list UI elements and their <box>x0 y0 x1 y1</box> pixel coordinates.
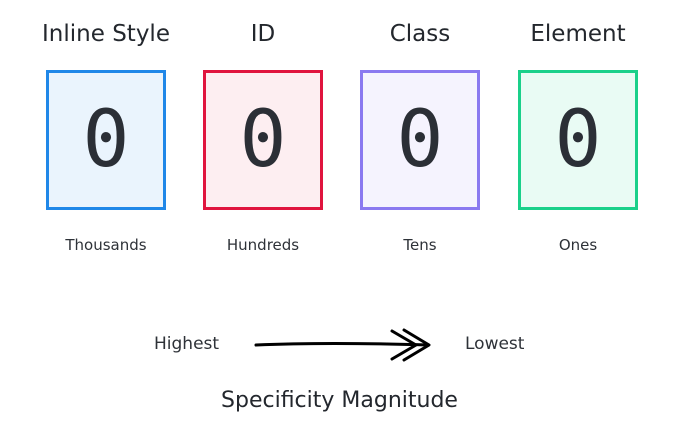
column-title: Element <box>530 21 626 47</box>
digit-box: 0 <box>360 70 480 210</box>
digit-value: 0 <box>396 95 444 185</box>
place-label: Tens <box>403 236 437 254</box>
digit-box: 0 <box>203 70 323 210</box>
column-title: Class <box>389 21 451 47</box>
lowest-label: Lowest <box>465 334 525 354</box>
digit-box: 0 <box>518 70 638 210</box>
highest-label: Highest <box>154 334 220 354</box>
place-label: Thousands <box>65 236 147 254</box>
column-title: ID <box>250 21 276 47</box>
digit-value: 0 <box>239 95 287 185</box>
place-label: Hundreds <box>226 236 300 254</box>
column-title: Inline Style <box>42 21 170 47</box>
digit-value: 0 <box>554 95 602 185</box>
diagram-caption: Specificity Magnitude <box>221 388 458 413</box>
digit-value: 0 <box>82 95 130 185</box>
double-chevron-arrow-right-icon <box>254 328 431 362</box>
place-label: Ones <box>558 236 598 254</box>
digit-box: 0 <box>46 70 166 210</box>
